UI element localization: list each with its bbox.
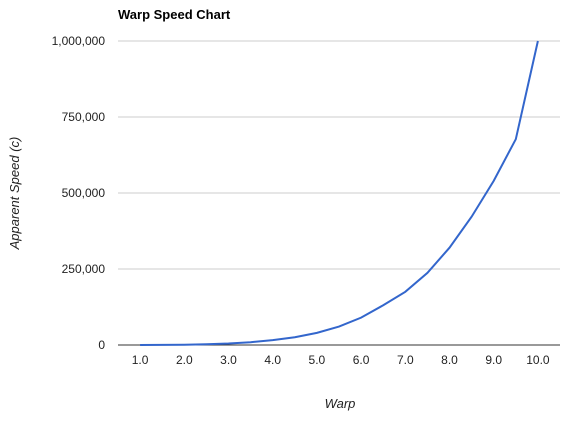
y-axis-ticks: 0 250,000 500,000 750,000 1,000,000 bbox=[52, 34, 106, 352]
y-tick-label: 750,000 bbox=[62, 110, 106, 124]
chart-title: Warp Speed Chart bbox=[118, 7, 231, 22]
x-tick-label: 7.0 bbox=[397, 353, 414, 367]
x-tick-label: 9.0 bbox=[485, 353, 502, 367]
series-line bbox=[140, 40, 539, 346]
x-tick-label: 1.0 bbox=[132, 353, 149, 367]
x-tick-label: 2.0 bbox=[176, 353, 193, 367]
y-tick-label: 250,000 bbox=[62, 262, 106, 276]
x-tick-label: 5.0 bbox=[309, 353, 326, 367]
series-layer bbox=[140, 40, 539, 346]
grid-lines bbox=[118, 40, 560, 346]
y-tick-label: 0 bbox=[98, 338, 105, 352]
x-tick-label: 3.0 bbox=[220, 353, 237, 367]
x-axis-ticks: 1.0 2.0 3.0 4.0 5.0 6.0 7.0 8.0 9.0 10.0 bbox=[132, 353, 550, 367]
x-tick-label: 6.0 bbox=[353, 353, 370, 367]
y-tick-label: 500,000 bbox=[62, 186, 106, 200]
x-tick-label: 10.0 bbox=[526, 353, 550, 367]
y-axis-label: Apparent Speed (c) bbox=[7, 137, 22, 251]
y-tick-label: 1,000,000 bbox=[52, 34, 106, 48]
x-axis-label: Warp bbox=[325, 396, 356, 411]
x-tick-label: 8.0 bbox=[441, 353, 458, 367]
x-tick-label: 4.0 bbox=[264, 353, 281, 367]
